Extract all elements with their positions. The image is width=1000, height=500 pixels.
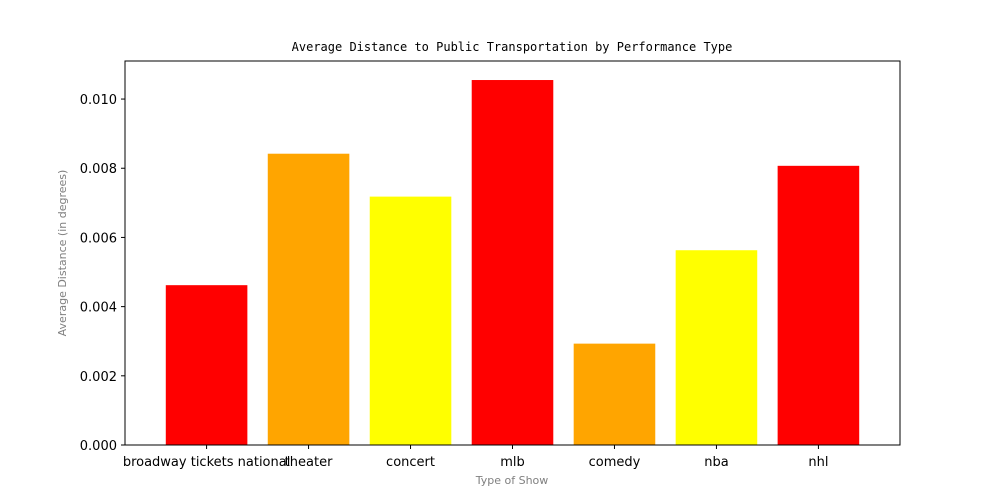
- x-tick-label: comedy: [589, 455, 641, 470]
- bar-concert: [369, 196, 452, 445]
- x-tick-label: broadway tickets national: [123, 455, 291, 470]
- bar-broadway-tickets-national: [165, 285, 248, 445]
- x-tick-label: nba: [704, 455, 728, 470]
- y-axis-label: Average Distance (in degrees): [56, 170, 69, 337]
- bar-nhl: [777, 165, 860, 445]
- x-tick-label: theater: [285, 455, 333, 470]
- y-tick-label: 0.004: [80, 301, 117, 316]
- x-tick-label: concert: [386, 455, 435, 470]
- bar-theater: [267, 153, 350, 446]
- y-tick-label: 0.010: [80, 93, 117, 108]
- y-axis-ticks: 0.000 0.002 0.004 0.006 0.008 0.010: [80, 93, 125, 454]
- y-tick-label: 0.008: [80, 162, 117, 177]
- bar-comedy: [573, 343, 656, 445]
- y-tick-label: 0.006: [80, 231, 117, 246]
- x-tick-label: mlb: [500, 455, 525, 470]
- y-tick-label: 0.002: [80, 370, 117, 385]
- bars-group: [165, 80, 860, 446]
- chart-title: Average Distance to Public Transportatio…: [292, 40, 733, 54]
- y-tick-label: 0.000: [80, 439, 117, 454]
- x-tick-label: nhl: [808, 455, 828, 470]
- bar-mlb: [471, 80, 554, 445]
- x-axis-label: Type of Show: [475, 474, 549, 487]
- plot-area-frame: [124, 60, 901, 446]
- bar-nba: [675, 250, 758, 445]
